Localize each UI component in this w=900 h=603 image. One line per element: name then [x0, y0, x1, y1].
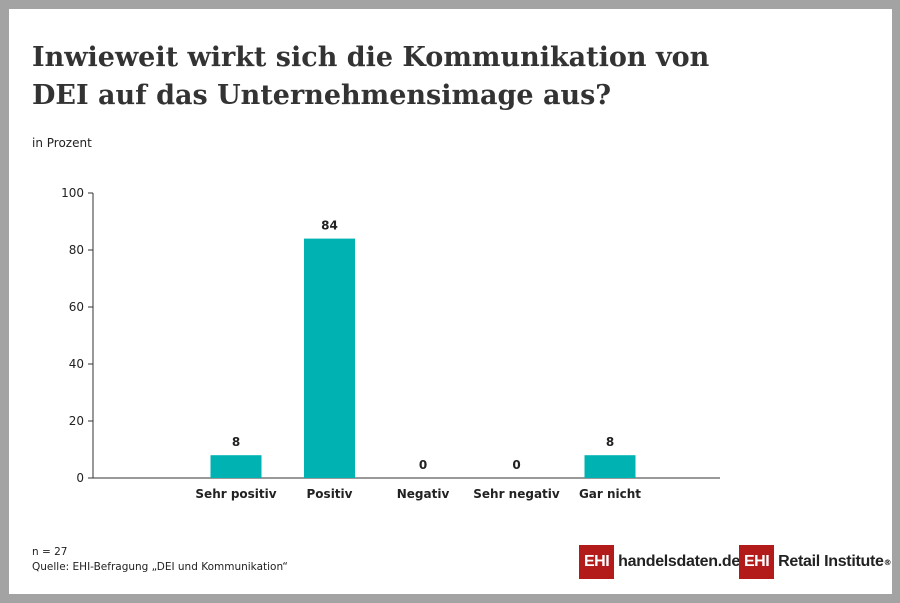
footnote: n = 27 Quelle: EHI-Befragung „DEI und Ko…: [32, 545, 288, 575]
x-tick-label: Positiv: [307, 487, 353, 501]
y-tick-label: 20: [69, 414, 84, 428]
y-tick-label: 0: [76, 471, 84, 485]
y-tick-label: 100: [61, 186, 84, 200]
data-label: 0: [419, 458, 427, 472]
data-label: 8: [606, 435, 614, 449]
y-tick-label: 60: [69, 300, 84, 314]
handelsdaten-wordmark: handelsdaten.de: [618, 553, 740, 570]
x-tick-label: Gar nicht: [579, 487, 641, 501]
chart-title: Inwieweit wirkt sich die Kommunikation v…: [32, 42, 710, 111]
data-labels: 8 84 0 0 8: [232, 219, 614, 472]
bar-4: [584, 455, 636, 478]
x-tick-label: Negativ: [397, 487, 450, 501]
retail-institute-wordmark: Retail Institute: [778, 553, 884, 570]
source-note: Quelle: EHI-Befragung „DEI und Kommunika…: [32, 561, 288, 573]
data-label: 8: [232, 435, 240, 449]
sample-size: n = 27: [32, 546, 68, 558]
ehi-badge: EHI: [739, 545, 775, 579]
data-label: 84: [321, 219, 338, 233]
registered-mark: ®: [883, 557, 892, 567]
logo-retail-institute: EHI Retail Institute ®: [739, 545, 892, 579]
ehi-badge: EHI: [579, 545, 615, 579]
data-label: 0: [512, 458, 520, 472]
y-tick-label: 40: [69, 357, 84, 371]
bar-1: [304, 238, 355, 478]
y-axis: 0 20 40 60 80 100: [61, 186, 94, 485]
chart-card: Inwieweit wirkt sich die Kommunikation v…: [9, 9, 892, 594]
x-tick-label: Sehr positiv: [195, 487, 276, 501]
unit-label: in Prozent: [32, 136, 92, 150]
x-tick-label: Sehr negativ: [473, 487, 560, 501]
y-tick-label: 80: [69, 243, 84, 257]
logo-handelsdaten: EHI handelsdaten.de: [579, 545, 740, 579]
bar-0: [210, 455, 262, 478]
x-axis: Sehr positiv Positiv Negativ Sehr negativ Ga…: [93, 477, 720, 501]
bars: [210, 238, 636, 478]
